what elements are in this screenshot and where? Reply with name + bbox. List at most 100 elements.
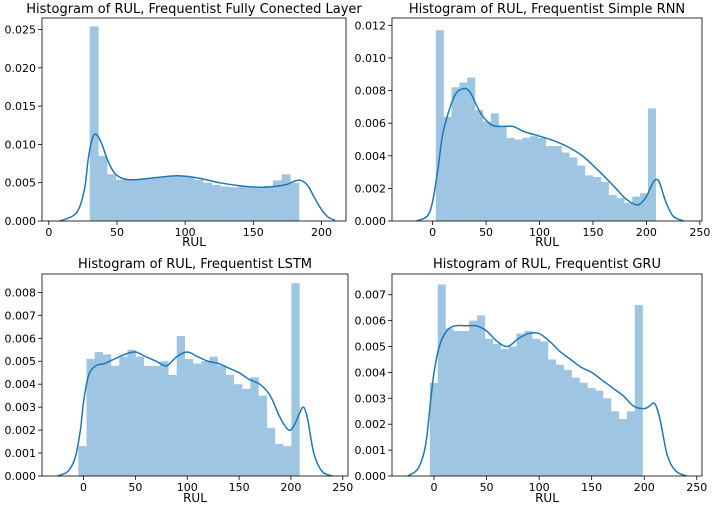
y-tick-label: 0.006: [355, 315, 387, 328]
histogram-bar: [530, 136, 539, 221]
histogram-bar: [176, 175, 186, 221]
histogram-bar: [242, 388, 251, 476]
chart-title: Histogram of RUL, Frequentist Simple RNN: [409, 2, 685, 17]
histogram-bar: [246, 187, 256, 221]
y-tick-label: 0.000: [355, 215, 387, 228]
histogram-bar: [283, 446, 292, 476]
histogram-bar: [555, 364, 564, 476]
plot-frame: [391, 273, 703, 477]
histogram-bar: [142, 178, 151, 221]
x-tick-label: 150: [243, 226, 264, 239]
kde-line: [57, 351, 333, 477]
histogram-bar: [225, 375, 235, 476]
histogram-bar: [111, 365, 120, 476]
x-axis-label: RUL: [535, 235, 559, 249]
histogram-bars: [429, 284, 643, 476]
x-tick-label: 0: [431, 481, 438, 494]
histogram-bar: [435, 30, 444, 222]
histogram-bar: [553, 146, 562, 221]
x-tick-label: 200: [634, 481, 655, 494]
x-axis-ticks: 0 50 100 150 200: [45, 221, 332, 239]
y-tick-label: 0.000: [5, 215, 37, 228]
histogram-bar: [159, 176, 169, 221]
histogram-bar: [274, 443, 284, 476]
histogram-bar: [258, 395, 267, 476]
x-tick-label: 200: [280, 481, 301, 494]
histogram-bars: [78, 283, 300, 476]
histogram-bar: [86, 358, 95, 476]
plot-frame: [41, 17, 347, 222]
histogram-bar: [152, 365, 161, 476]
histogram-bar: [168, 175, 178, 221]
histogram-bar: [498, 126, 507, 221]
kde-line: [407, 324, 687, 477]
x-tick-label: 200: [311, 226, 332, 239]
histogram-bar: [160, 361, 169, 476]
histogram-bar: [461, 330, 470, 476]
x-axis-ticks: 0 50 100 150 200 250: [429, 221, 710, 239]
histogram-bar: [194, 179, 204, 221]
histogram-bar: [89, 26, 99, 222]
y-tick-label: 0.007: [355, 289, 387, 302]
y-tick-label: 0.020: [5, 62, 37, 75]
x-tick-label: 100: [175, 226, 196, 239]
histogram-bar: [506, 137, 515, 221]
y-tick-label: 0.004: [355, 150, 387, 163]
histogram-bar: [608, 194, 617, 221]
kde-curve-layer: [416, 87, 685, 222]
histogram-bar: [220, 186, 230, 221]
y-tick-label: 0.004: [355, 366, 387, 379]
histogram-bar: [624, 203, 633, 221]
histogram-bar: [545, 146, 554, 221]
y-tick-label: 0.012: [355, 19, 387, 32]
histogram-bar: [611, 411, 620, 476]
y-tick-label: 0.006: [5, 332, 37, 345]
y-tick-label: 0.000: [5, 470, 37, 483]
y-tick-label: 0.000: [355, 470, 387, 483]
histogram-bar: [266, 427, 276, 476]
histogram-bar: [467, 77, 476, 221]
histogram-bar: [135, 356, 145, 476]
histogram-bar: [290, 182, 300, 221]
histogram-bar: [492, 343, 501, 476]
y-tick-label: 0.002: [355, 418, 387, 431]
histogram-bar: [201, 361, 210, 476]
y-axis-ticks: 0.000 0.001 0.002 0.003 0.004 0.005 0.006 0.007…: [5, 286, 42, 483]
histogram-bar: [469, 320, 478, 476]
kde-curve-layer: [57, 351, 333, 477]
histogram-bar: [634, 305, 643, 476]
axes: [41, 17, 347, 222]
histogram-bar: [632, 196, 641, 221]
histogram-bar: [133, 178, 143, 221]
kde-curve-layer: [59, 133, 336, 222]
kde-curve-layer: [407, 324, 687, 477]
x-axis-label: RUL: [182, 235, 206, 249]
histogram-bar: [485, 338, 494, 476]
x-tick-label: 150: [229, 481, 250, 494]
histogram-bar: [209, 356, 218, 476]
x-tick-label: 50: [480, 481, 494, 494]
histogram-bar: [238, 186, 247, 221]
histogram-bar: [561, 152, 570, 221]
y-axis-ticks: 0.000 0.002 0.004 0.006 0.008 0.010 0.012: [355, 19, 392, 228]
histogram-bar: [616, 198, 625, 221]
kde-line: [416, 87, 685, 222]
histogram-bar: [143, 365, 153, 476]
y-tick-label: 0.005: [5, 355, 37, 368]
x-tick-label: 150: [582, 226, 603, 239]
x-tick-label: 50: [128, 481, 142, 494]
histogram-bar: [477, 315, 486, 476]
x-tick-label: 250: [332, 481, 353, 494]
x-axis-ticks: 0 50 100 150 200 250: [431, 476, 707, 494]
histogram-bar: [94, 352, 104, 476]
histogram-bar: [640, 193, 649, 221]
histogram-bar: [168, 375, 177, 476]
histogram-bar: [291, 283, 300, 476]
y-tick-label: 0.008: [355, 85, 387, 98]
histogram-bar: [211, 185, 221, 221]
x-axis-ticks: 0 50 100 150 200 250: [80, 476, 353, 494]
histogram-bar: [193, 363, 202, 476]
y-tick-label: 0.003: [355, 392, 387, 405]
histogram-bar: [516, 333, 525, 476]
